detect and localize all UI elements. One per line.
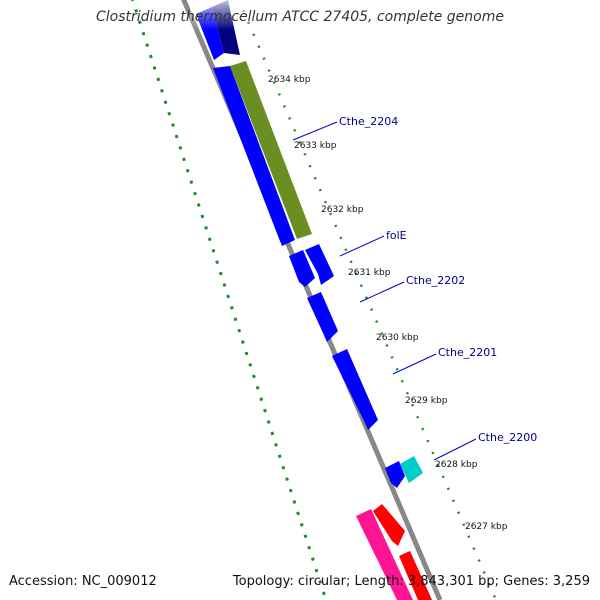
leader-cthe-2200 bbox=[433, 438, 477, 461]
kbp-label-2632: 2632 kbp bbox=[321, 205, 364, 215]
red-cds-a bbox=[373, 504, 405, 546]
olive-cds bbox=[230, 61, 312, 239]
inner-tick-dots bbox=[237, 0, 498, 600]
cyan-cds-2200 bbox=[400, 456, 423, 483]
blue-cds-long bbox=[213, 66, 295, 246]
blue-cds-2202-b bbox=[307, 292, 338, 342]
kbp-label-2628: 2628 kbp bbox=[435, 460, 478, 470]
kbp-label-2627: 2627 kbp bbox=[465, 522, 508, 532]
magenta-cds bbox=[356, 509, 413, 600]
kbp-label-2630: 2630 kbp bbox=[376, 333, 419, 343]
label-cthe-2201: Cthe_2201 bbox=[438, 346, 497, 359]
blue-cds-folE bbox=[289, 250, 315, 287]
blue-cds-2201 bbox=[332, 349, 378, 430]
blue-cds-2200 bbox=[385, 461, 405, 488]
leader-cthe-2204 bbox=[292, 121, 338, 141]
kbp-label-2629: 2629 kbp bbox=[405, 396, 448, 406]
genome-summary-text: Topology: circular; Length: 3,843,301 bp… bbox=[232, 574, 590, 589]
top-fade bbox=[190, 0, 250, 30]
blue-cds-2202-a bbox=[305, 244, 334, 285]
leader-cthe-2202 bbox=[359, 281, 405, 303]
leader-fole bbox=[339, 235, 385, 257]
red-cds-b bbox=[399, 551, 432, 600]
map-title: Clostridium thermocellum ATCC 27405, com… bbox=[96, 9, 504, 25]
kbp-label-2634: 2634 kbp bbox=[268, 75, 311, 85]
label-fole: folE bbox=[386, 229, 407, 242]
leader-cthe-2201 bbox=[392, 353, 437, 375]
accession-text: Accession: NC_009012 bbox=[9, 574, 157, 589]
kbp-label-2633: 2633 kbp bbox=[294, 141, 337, 151]
label-cthe-2204: Cthe_2204 bbox=[339, 115, 398, 128]
kbp-label-2631: 2631 kbp bbox=[348, 268, 391, 278]
label-cthe-2202: Cthe_2202 bbox=[406, 274, 465, 287]
label-cthe-2200: Cthe_2200 bbox=[478, 431, 537, 444]
